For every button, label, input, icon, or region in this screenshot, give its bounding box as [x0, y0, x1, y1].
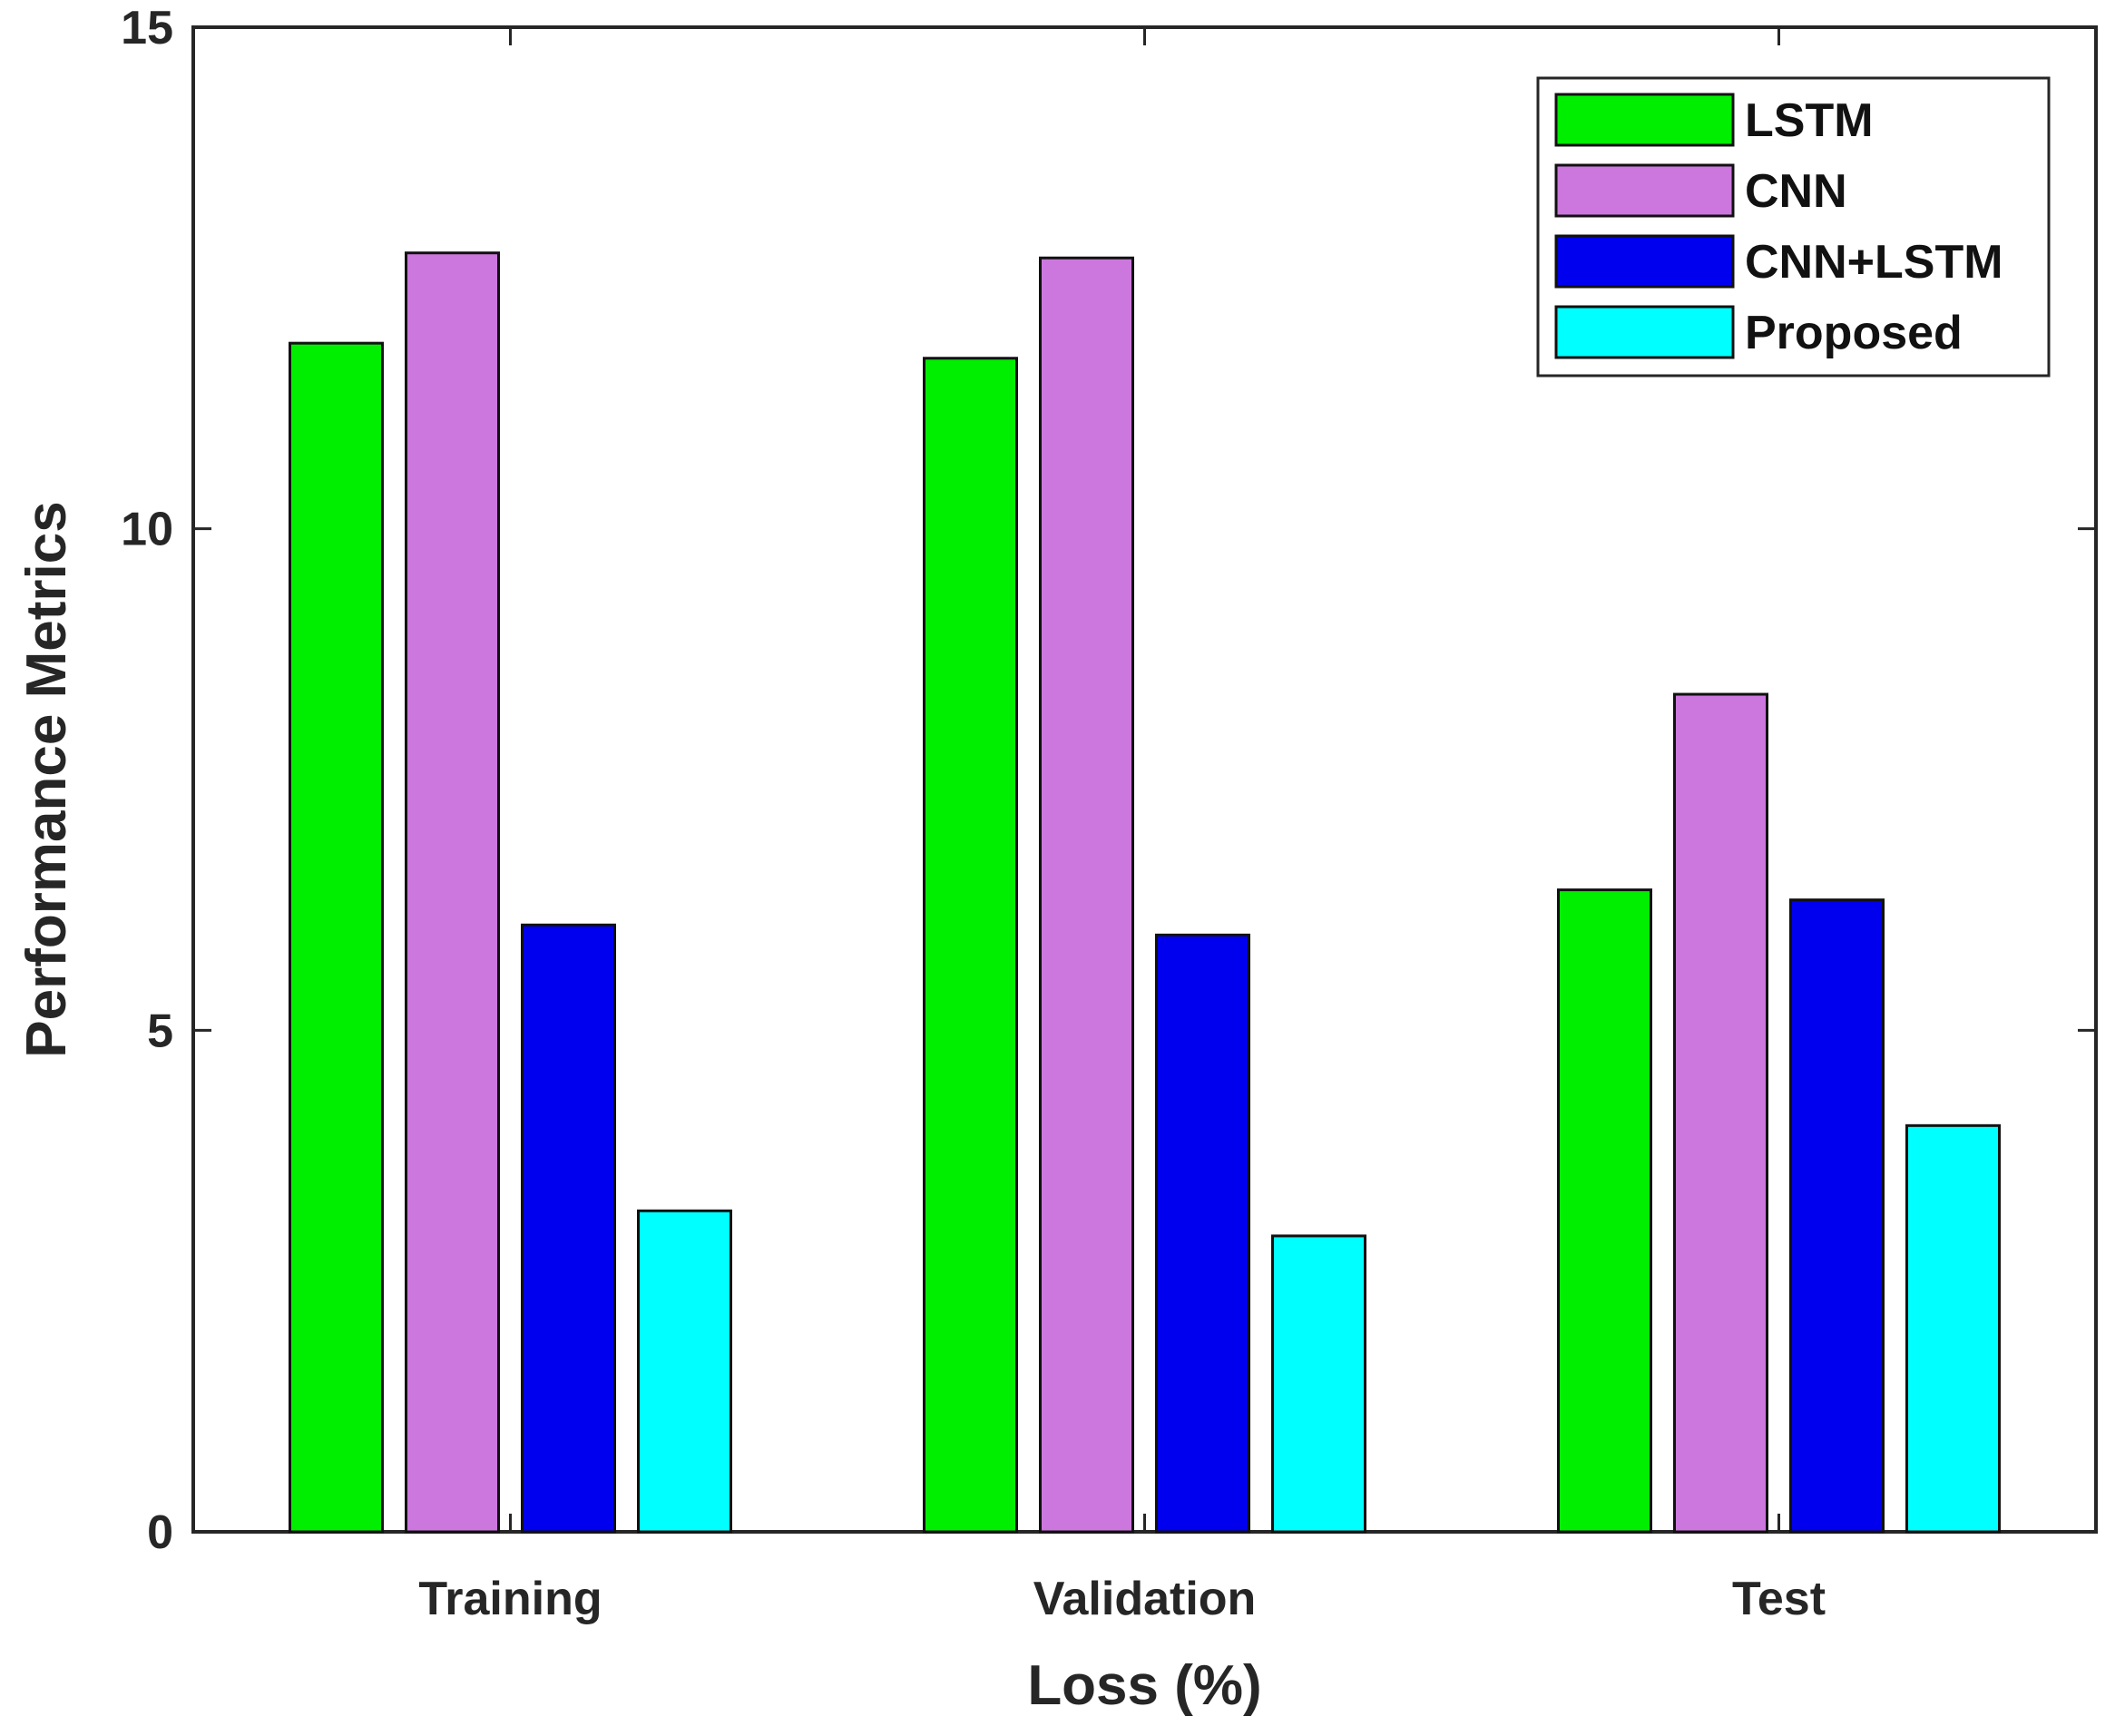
bar-proposed-training — [637, 1209, 732, 1534]
bar-cnn-lstm-test — [1789, 898, 1885, 1534]
y-tick-label: 15 — [121, 2, 173, 54]
bar-cnn-test — [1673, 692, 1768, 1534]
bar-cnn-lstm-training — [521, 923, 616, 1534]
legend-label-cnn: CNN — [1745, 165, 1847, 218]
bar-cnn-validation — [1039, 256, 1134, 1534]
legend: LSTM CNN CNN+LSTM Proposed — [1536, 76, 2051, 378]
x-tick-labels: Training Validation Test — [418, 1573, 1826, 1625]
legend-items: LSTM CNN CNN+LSTM Proposed — [1554, 93, 2003, 359]
legend-swatch-lstm — [1554, 93, 1735, 147]
x-tick-label: Training — [418, 1573, 602, 1625]
bar-cnn-lstm-validation — [1155, 933, 1250, 1534]
y-tick-label: 10 — [121, 504, 173, 556]
x-axis-label: Loss (%) — [1027, 1654, 1261, 1717]
bar-lstm-training — [289, 341, 384, 1534]
y-tick-labels: 0 5 10 15 — [121, 2, 173, 1559]
y-tick-label: 0 — [147, 1506, 173, 1559]
y-tick-label: 5 — [147, 1005, 173, 1057]
bar-lstm-test — [1557, 888, 1652, 1534]
bar-proposed-validation — [1271, 1234, 1366, 1534]
ticks — [193, 25, 2096, 1534]
bar-cnn-training — [405, 251, 500, 1534]
bar-proposed-test — [1905, 1123, 2001, 1534]
legend-label-proposed: Proposed — [1745, 307, 1963, 359]
legend-label-lstm: LSTM — [1745, 94, 1874, 147]
y-axis-label: Performance Metrics — [15, 501, 78, 1057]
bars — [289, 251, 2001, 1534]
legend-label-cnn-lstm: CNN+LSTM — [1745, 236, 2003, 289]
x-tick-label: Validation — [1033, 1573, 1257, 1625]
bar-lstm-validation — [923, 357, 1018, 1534]
legend-swatch-cnn-lstm — [1554, 234, 1735, 289]
legend-swatch-proposed — [1554, 305, 1735, 359]
x-tick-label: Test — [1732, 1573, 1826, 1625]
legend-swatch-cnn — [1554, 163, 1735, 218]
